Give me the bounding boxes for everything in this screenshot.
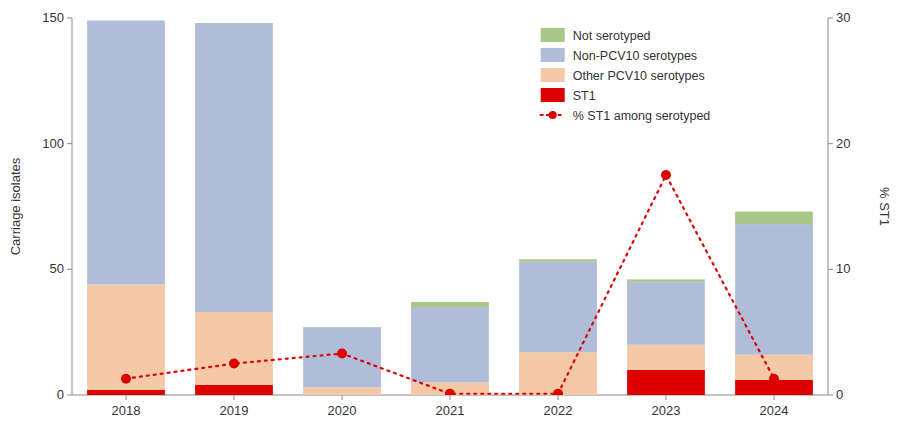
bar bbox=[303, 327, 381, 387]
bar bbox=[519, 352, 597, 395]
bar bbox=[735, 212, 813, 225]
bar-series bbox=[87, 21, 813, 388]
y-tick bbox=[67, 18, 72, 19]
legend: Not serotyped Non-PCV10 serotypes Other PC… bbox=[541, 28, 711, 123]
x-tick bbox=[342, 395, 343, 400]
bar bbox=[411, 307, 489, 382]
bar bbox=[87, 20, 165, 21]
line-point bbox=[229, 359, 239, 369]
bar bbox=[195, 385, 273, 395]
y2-tick-label: 20 bbox=[836, 136, 850, 151]
line-series bbox=[121, 170, 779, 395]
y2-tick-label: 10 bbox=[836, 261, 850, 276]
x-tick bbox=[666, 395, 667, 400]
legend-swatch bbox=[541, 28, 565, 42]
y-axis-line bbox=[72, 18, 73, 395]
y-axis-label: Carriage isolates bbox=[8, 157, 23, 255]
bar bbox=[87, 21, 165, 285]
y2-tick bbox=[828, 269, 833, 270]
legend-swatch bbox=[549, 111, 557, 119]
y-tick-label: 100 bbox=[42, 136, 64, 151]
y-tick-label: 0 bbox=[57, 387, 64, 402]
line-point bbox=[661, 170, 671, 180]
y2-tick bbox=[828, 143, 833, 144]
plot-area bbox=[87, 21, 813, 395]
legend-label: Non-PCV10 serotypes bbox=[573, 49, 697, 63]
x-tick-label: 2022 bbox=[544, 403, 573, 418]
y2-tick bbox=[828, 18, 833, 19]
bar bbox=[303, 387, 381, 395]
x-tick bbox=[126, 395, 127, 400]
y-tick bbox=[67, 395, 72, 396]
legend-swatch bbox=[541, 88, 565, 102]
legend-swatch bbox=[541, 48, 565, 62]
x-tick bbox=[234, 395, 235, 400]
y2-axis-line bbox=[828, 18, 829, 395]
bar bbox=[195, 312, 273, 385]
bar bbox=[195, 23, 273, 312]
y-tick-label: 150 bbox=[42, 10, 64, 25]
legend-label: Other PCV10 serotypes bbox=[573, 69, 705, 83]
bar-series bbox=[411, 212, 813, 308]
x-tick-label: 2024 bbox=[760, 403, 789, 418]
legend-swatch bbox=[541, 68, 565, 82]
bar bbox=[519, 262, 597, 352]
legend-label: Not serotyped bbox=[573, 29, 651, 43]
y-tick-label: 50 bbox=[50, 261, 64, 276]
bar bbox=[735, 224, 813, 355]
bar bbox=[627, 282, 705, 345]
line bbox=[126, 175, 774, 394]
bar bbox=[627, 345, 705, 370]
x-tick-label: 2018 bbox=[112, 403, 141, 418]
bar bbox=[519, 259, 597, 262]
x-tick-label: 2019 bbox=[220, 403, 249, 418]
line-point bbox=[337, 349, 347, 359]
x-tick-label: 2021 bbox=[436, 403, 465, 418]
y2-tick-label: 30 bbox=[836, 10, 850, 25]
y2-tick-label: 0 bbox=[836, 387, 843, 402]
bar bbox=[411, 302, 489, 307]
x-tick bbox=[774, 395, 775, 400]
bar bbox=[87, 390, 165, 395]
legend-label: ST1 bbox=[573, 89, 596, 103]
bar bbox=[627, 279, 705, 282]
x-tick-label: 2023 bbox=[652, 403, 681, 418]
line-point bbox=[769, 374, 779, 384]
line-point bbox=[445, 389, 455, 395]
line-point bbox=[121, 374, 131, 384]
line-point bbox=[553, 389, 563, 395]
x-tick-label: 2020 bbox=[328, 403, 357, 418]
bar bbox=[627, 370, 705, 395]
bar bbox=[195, 23, 273, 24]
x-tick bbox=[450, 395, 451, 400]
axes: 0 50 100 150 0 10 20 30 2018 2019 2020 2021 2022 2023… bbox=[42, 10, 850, 418]
legend-label: % ST1 among serotyped bbox=[573, 109, 711, 123]
y-tick bbox=[67, 143, 72, 144]
y-tick bbox=[67, 269, 72, 270]
x-tick bbox=[558, 395, 559, 400]
bar bbox=[303, 327, 381, 328]
chart: 0 50 100 150 0 10 20 30 2018 2019 2020 2021 2022 2023… bbox=[0, 0, 900, 437]
y2-tick bbox=[828, 395, 833, 396]
y2-axis-label: % ST1 bbox=[877, 187, 892, 226]
